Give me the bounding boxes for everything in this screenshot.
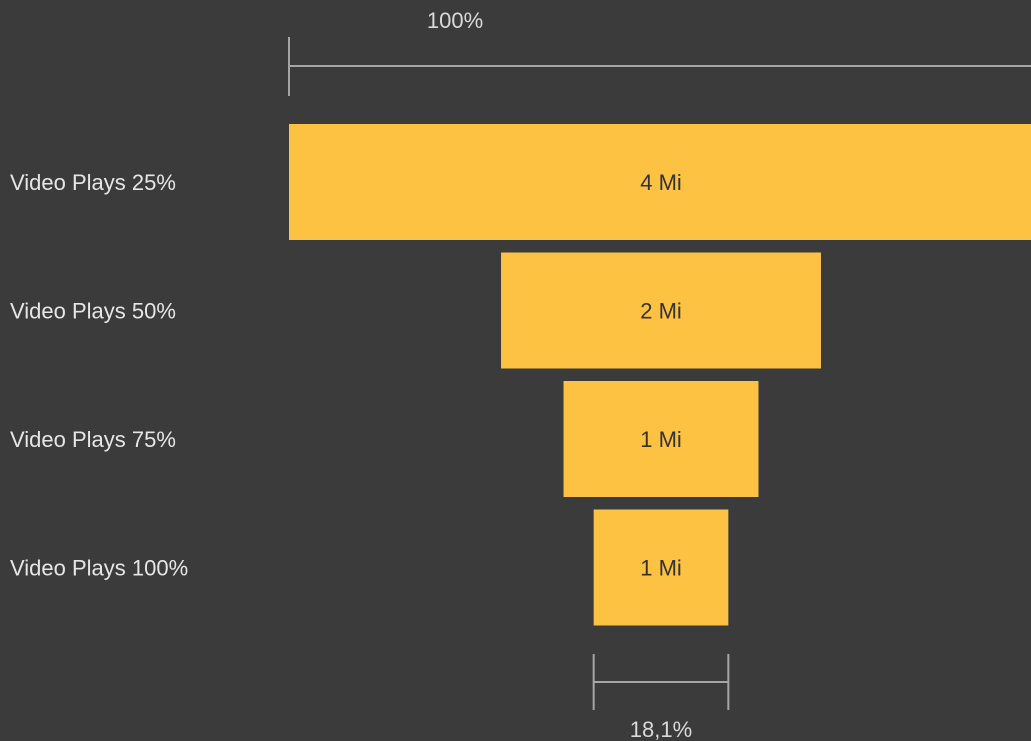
top-reference-bracket: 100%: [288, 8, 1031, 96]
category-label: Video Plays 50%: [10, 299, 176, 324]
bottom-reference-label: 18,1%: [630, 717, 692, 741]
top-reference-label: 100%: [427, 8, 483, 33]
category-label: Video Plays 100%: [10, 556, 188, 581]
bar-value-label: 1 Mi: [640, 427, 682, 452]
funnel-bars: Video Plays 25% 4 Mi Video Plays 50% 2 Mi Vi…: [10, 124, 1031, 626]
funnel-bar: [501, 252, 821, 369]
category-label: Video Plays 75%: [10, 427, 176, 452]
funnel-bar: [593, 509, 729, 626]
bar-value-label: 2 Mi: [640, 299, 682, 324]
bottom-reference-bracket: 18,1%: [592, 654, 730, 741]
bar-value-label: 1 Mi: [640, 556, 682, 581]
bar-value-label: 4 Mi: [640, 170, 682, 195]
category-label: Video Plays 25%: [10, 170, 176, 195]
funnel-bar: [289, 124, 1031, 240]
funnel-bar: [563, 381, 759, 497]
